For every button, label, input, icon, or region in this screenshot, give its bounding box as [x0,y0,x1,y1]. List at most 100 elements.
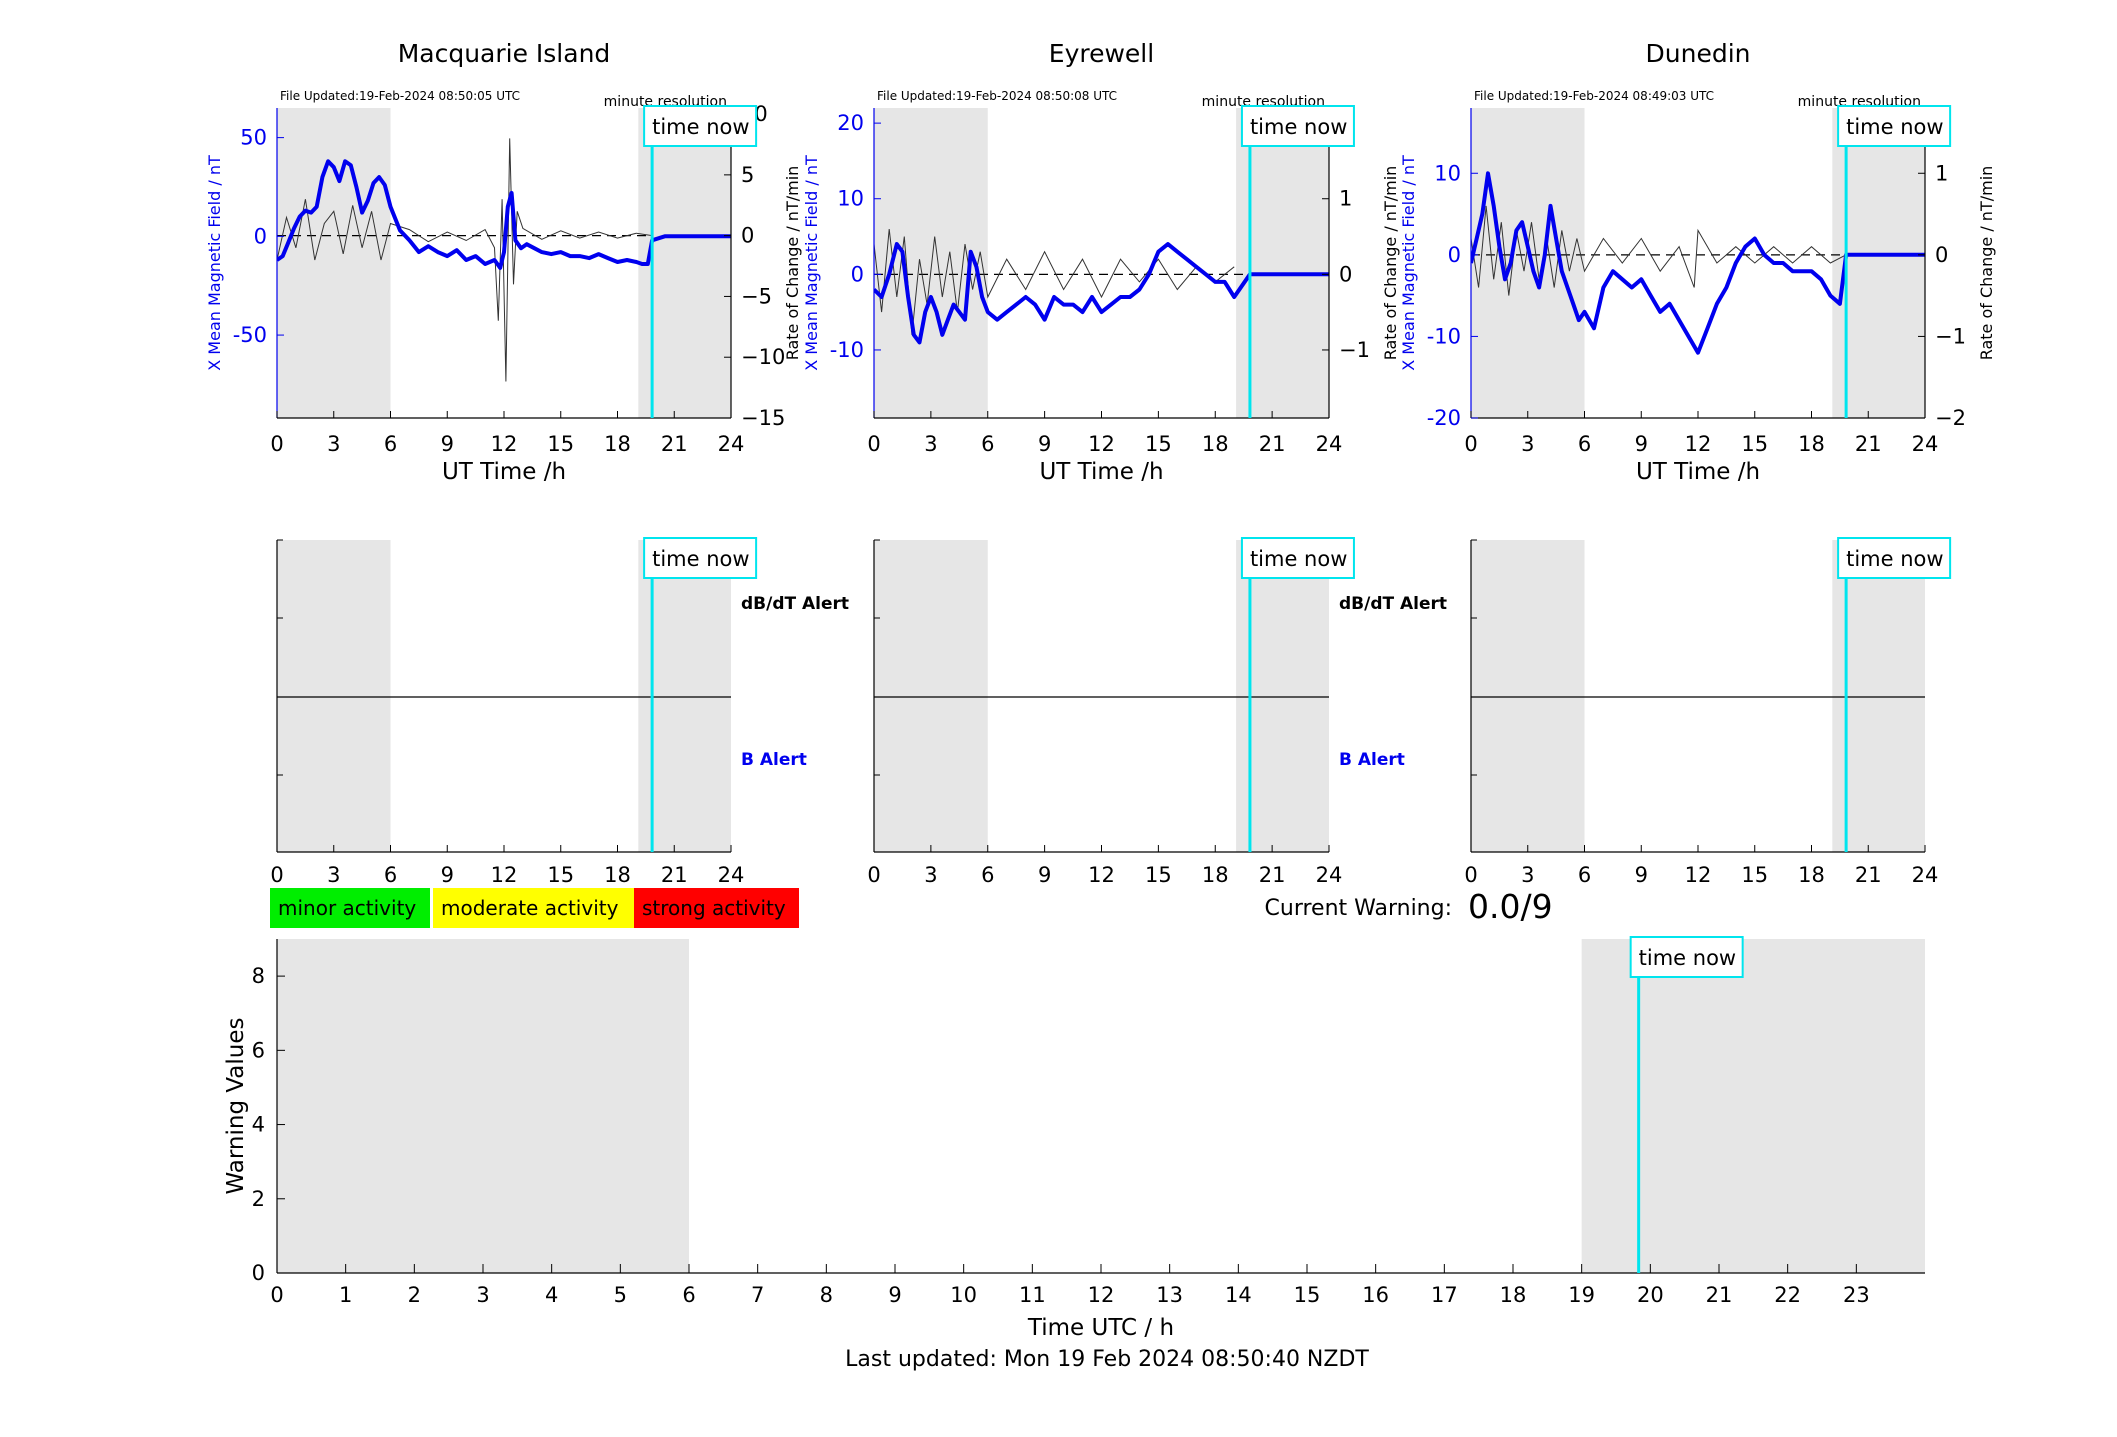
activity-legend: minor activity moderate activity strong ac… [270,888,799,928]
y-axis-label-right: Rate of Change / nT/min [1381,166,1400,361]
night-shading [1236,540,1329,852]
x-axis-label: UT Time /h [1039,459,1163,485]
y-tick-label: 4 [252,1113,265,1137]
y-tick-label-left: -20 [1427,406,1461,430]
x-tick-label: 12 [1088,432,1115,456]
y-axis-label: Warning Values [223,1017,249,1194]
x-tick-label: 3 [924,432,937,456]
x-tick-label: 4 [545,1283,558,1307]
y-tick-label-right: 5 [741,163,754,187]
night-shading [874,540,988,852]
x-tick-label: 10 [950,1283,977,1307]
series-x-mean-field [277,159,731,270]
y-tick-label-right: 0 [1935,243,1948,267]
night-shading [277,108,391,418]
x-tick-label: 21 [1259,432,1286,456]
time-now-box [643,105,758,147]
time-now-box [1629,936,1744,978]
series-rate-of-change [1471,205,1847,296]
time-now-box [1837,105,1952,147]
x-tick-label: 18 [1202,432,1229,456]
x-tick-label: 24 [718,432,745,456]
night-shading [1832,540,1925,852]
x-tick-label: 20 [1637,1283,1664,1307]
x-tick-label: 12 [1685,432,1712,456]
x-tick-label: 19 [1568,1283,1595,1307]
x-tick-label: 9 [1635,863,1648,887]
x-tick-label: 5 [614,1283,627,1307]
x-tick-label: 0 [270,1283,283,1307]
x-tick-label: 6 [384,432,397,456]
x-tick-label: 18 [604,863,631,887]
x-tick-label: 0 [867,863,880,887]
y-tick-label-left: -10 [830,338,864,362]
y-tick-label-right: −1 [1935,324,1966,348]
x-tick-label: 24 [1912,863,1939,887]
time-now-label: time now [1250,115,1347,139]
x-tick-label: 18 [1798,863,1825,887]
current-warning-label: Current Warning: [1265,896,1452,921]
x-tick-label: 6 [682,1283,695,1307]
x-tick-label: 12 [1685,863,1712,887]
current-warning-value: 0.0/9 [1468,887,1553,926]
x-tick-label: 6 [384,863,397,887]
magnetometer-panel: 03691215182124-50050−15−10−50510Macquari… [205,39,802,485]
legend-strong-activity-swatch [634,888,799,928]
x-tick-label: 15 [1145,432,1172,456]
time-now-label: time now [1846,115,1943,139]
time-now-label: time now [1639,946,1736,970]
x-tick-label: 7 [751,1283,764,1307]
y-tick-label-left: 10 [1434,161,1461,185]
legend-minor-activity-swatch [270,888,430,928]
x-tick-label: 9 [441,432,454,456]
x-tick-label: 15 [1294,1283,1321,1307]
x-tick-label: 12 [1088,1283,1115,1307]
x-tick-label: 21 [1259,863,1286,887]
time-now-label: time now [652,547,749,571]
x-tick-label: 2 [408,1283,421,1307]
x-tick-label: 0 [270,432,283,456]
x-tick-label: 14 [1225,1283,1252,1307]
x-tick-label: 12 [491,432,518,456]
y-tick-label: 6 [252,1038,265,1062]
station-title: Eyrewell [1049,39,1154,68]
x-tick-label: 3 [1521,863,1534,887]
x-axis-label: UT Time /h [1636,459,1760,485]
x-tick-label: 11 [1019,1283,1046,1307]
y-axis-label-right: Rate of Change / nT/min [783,166,802,361]
x-tick-label: 24 [1316,432,1343,456]
night-shading [1832,108,1925,418]
x-tick-label: 9 [1038,432,1051,456]
x-axis-label: UT Time /h [442,459,566,485]
file-updated: File Updated:19-Feb-2024 08:50:05 UTC [280,89,520,103]
legend-strong-activity: strong activity [642,896,786,920]
y-axis-label-left: X Mean Magnetic Field / nT [1399,155,1418,371]
x-tick-label: 8 [820,1283,833,1307]
magnetometer-panel: 0 3 6 9 12 15 18 21 24 -20 -10 0 10 −2 −1 0 1 Dunedin File… [1399,39,1996,485]
night-shading [638,540,731,852]
y-axis-label-left: X Mean Magnetic Field / nT [205,155,224,371]
night-shading [1471,540,1585,852]
x-tick-label: 15 [547,432,574,456]
time-now-box [1837,537,1952,579]
y-tick-label-right: −10 [741,345,785,369]
x-tick-label: 15 [1741,432,1768,456]
b-alert-label: B Alert [741,750,807,770]
y-tick-label-right: −15 [741,406,785,430]
station-title: Macquarie Island [398,39,611,68]
x-tick-label: 15 [547,863,574,887]
legend-moderate-activity-swatch [433,888,634,928]
x-tick-label: 1 [339,1283,352,1307]
legend-moderate-activity: moderate activity [441,896,619,920]
x-tick-label: 15 [1145,863,1172,887]
x-tick-label: 16 [1362,1283,1389,1307]
night-shading [277,939,689,1273]
night-shading [1471,108,1585,418]
time-now-box [643,537,758,579]
y-tick-label-left: -10 [1427,324,1461,348]
time-now-label: time now [652,115,749,139]
y-tick-label: 0 [252,1261,265,1285]
y-tick-label-right: −1 [1339,338,1370,362]
night-shading [638,108,731,418]
y-tick-label-left: 50 [240,126,267,150]
